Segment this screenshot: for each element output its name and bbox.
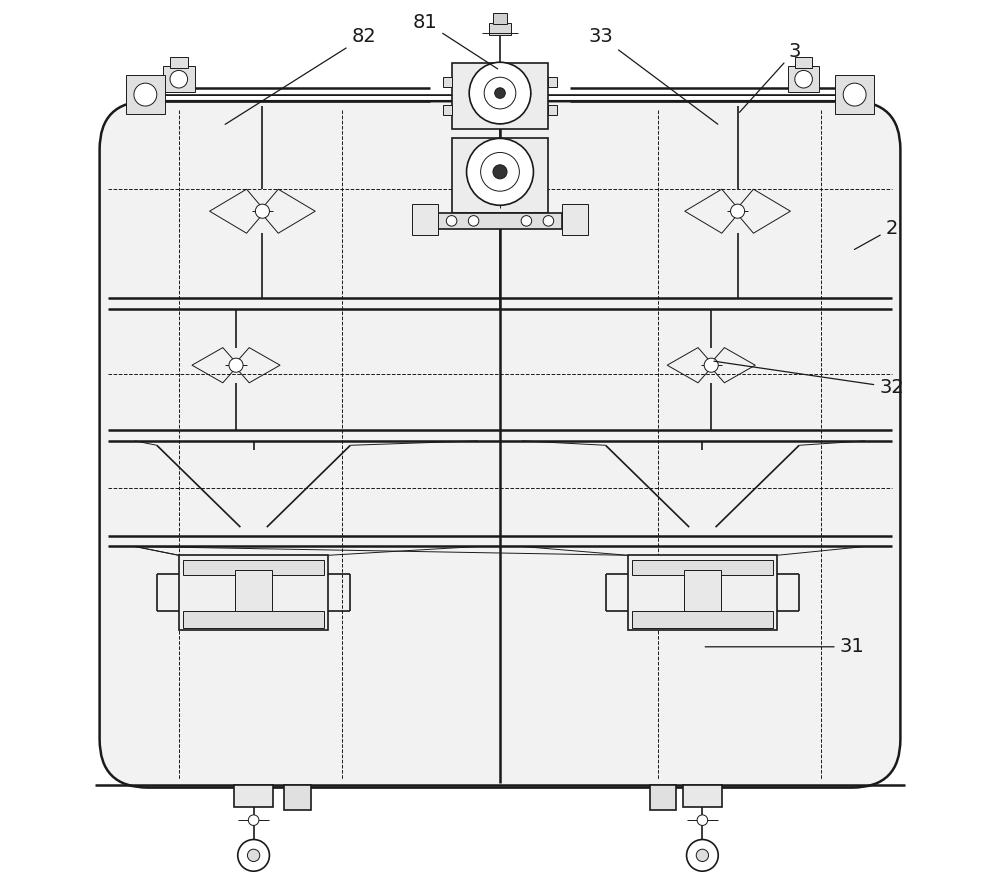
Circle shape (229, 358, 243, 372)
Bar (489, 23, 511, 35)
Bar (234, 785, 273, 807)
Bar (443, 105, 452, 115)
Circle shape (134, 83, 157, 106)
Text: 31: 31 (705, 637, 864, 656)
Bar (684, 570, 721, 612)
Bar (683, 785, 722, 807)
Circle shape (521, 216, 532, 226)
Circle shape (484, 77, 516, 109)
Bar (443, 77, 452, 87)
Circle shape (493, 165, 507, 179)
Bar (795, 57, 812, 68)
Circle shape (731, 204, 745, 218)
Circle shape (170, 70, 188, 88)
Bar (562, 204, 588, 235)
Bar (235, 570, 272, 612)
Bar (126, 75, 165, 114)
Text: 3: 3 (739, 41, 801, 113)
Circle shape (467, 138, 533, 205)
Text: 82: 82 (225, 27, 376, 124)
Text: 32: 32 (714, 361, 904, 397)
Circle shape (495, 88, 505, 99)
Circle shape (543, 216, 554, 226)
Circle shape (697, 815, 708, 825)
Bar (170, 57, 188, 68)
Circle shape (687, 840, 718, 871)
Bar (835, 75, 874, 114)
Bar (628, 555, 777, 630)
Bar (548, 105, 557, 115)
Circle shape (238, 840, 269, 871)
Circle shape (446, 216, 457, 226)
Circle shape (248, 815, 259, 825)
Circle shape (481, 152, 519, 191)
Bar (284, 785, 311, 810)
Circle shape (255, 204, 269, 218)
Circle shape (468, 216, 479, 226)
Bar (493, 13, 507, 24)
Bar (788, 66, 819, 92)
Bar (412, 204, 438, 235)
Bar (163, 66, 195, 92)
Text: 2: 2 (854, 219, 898, 249)
Bar (183, 560, 324, 575)
Circle shape (469, 62, 531, 124)
Circle shape (247, 849, 260, 862)
Circle shape (696, 849, 709, 862)
Bar (632, 560, 773, 575)
Bar (650, 785, 676, 810)
Text: 33: 33 (589, 27, 718, 124)
Bar (452, 63, 548, 129)
Circle shape (795, 70, 812, 88)
Circle shape (704, 358, 718, 372)
Bar (183, 612, 324, 627)
Text: 81: 81 (413, 12, 498, 69)
Circle shape (843, 83, 866, 106)
Bar (452, 138, 548, 213)
Bar (438, 213, 562, 229)
Bar (548, 77, 557, 87)
Bar (632, 612, 773, 627)
Bar (179, 555, 328, 630)
FancyBboxPatch shape (100, 101, 900, 788)
